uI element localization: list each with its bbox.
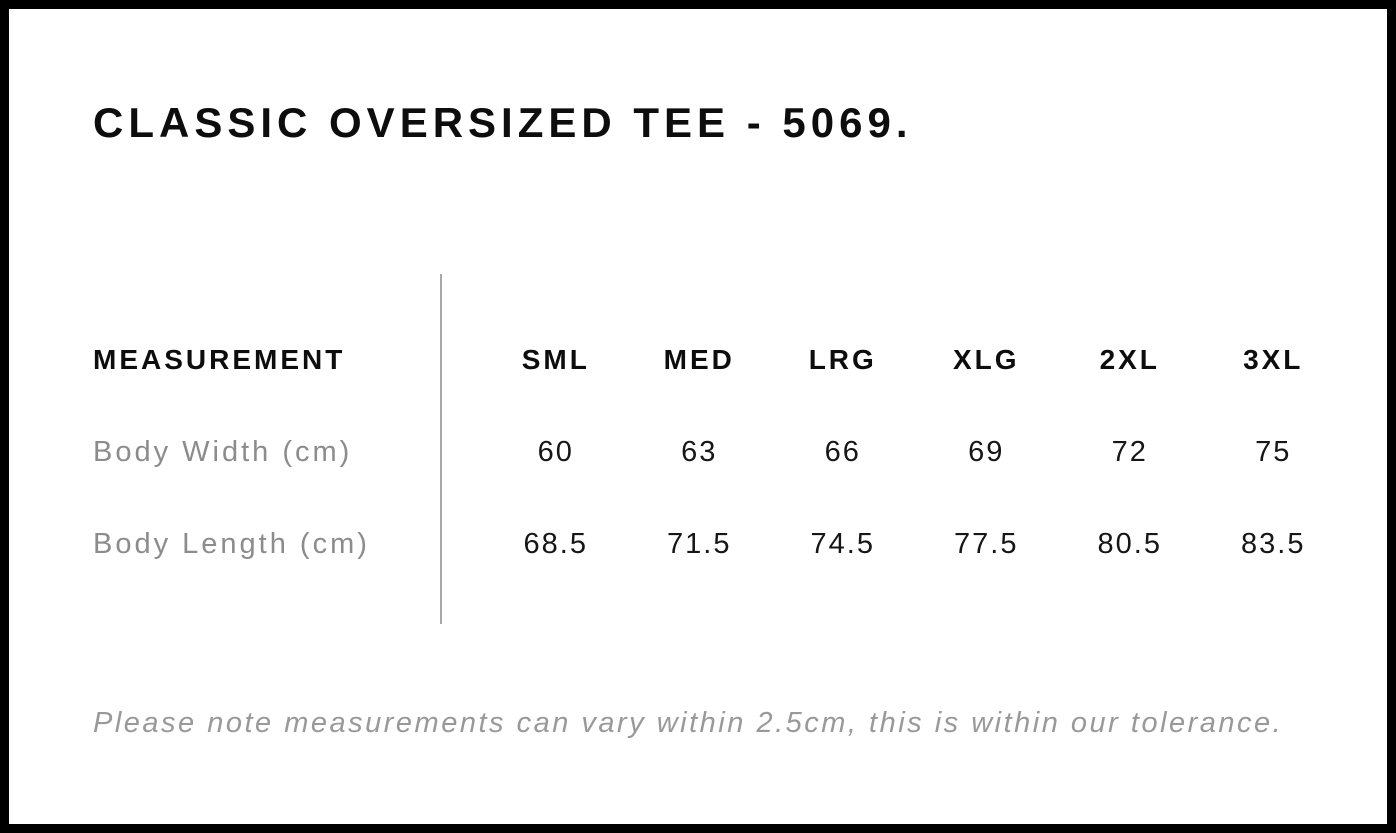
- column-header-med: MED: [663, 344, 735, 375]
- row-label-body-length: Body Length (cm): [93, 527, 370, 560]
- table-header-row: MEASUREMENT SML MED LRG XLG 2XL 3XL: [93, 314, 1345, 406]
- table-row-body-length: Body Length (cm) 68.5 71.5 74.5 77.5 80.…: [93, 498, 1345, 590]
- body-width-xlg-value: 69: [968, 435, 1005, 468]
- row-values-body-length: 68.5 71.5 74.5 77.5 80.5 83.5: [440, 528, 1345, 561]
- column-header-xlg: XLG: [952, 344, 1020, 375]
- body-width-sml-value: 60: [537, 435, 574, 468]
- body-width-med-value: 63: [681, 435, 718, 468]
- body-width-3xl-value: 75: [1255, 435, 1292, 468]
- body-length-med-value: 71.5: [667, 527, 732, 560]
- table-row-body-width: Body Width (cm) 60 63 66 69 72 75: [93, 406, 1345, 498]
- column-header-lrg: LRG: [808, 344, 877, 375]
- tolerance-note: Please note measurements can vary within…: [93, 707, 1284, 739]
- vertical-divider: [440, 274, 442, 624]
- body-length-sml-value: 68.5: [523, 527, 588, 560]
- column-header-sml: SML: [521, 344, 590, 375]
- column-header-measurement: MEASUREMENT: [93, 344, 346, 375]
- size-chart-table: MEASUREMENT SML MED LRG XLG 2XL 3XL Body…: [93, 274, 1345, 624]
- row-values-body-width: 60 63 66 69 72 75: [440, 436, 1345, 469]
- body-width-2xl-value: 72: [1111, 435, 1148, 468]
- size-header-cells: SML MED LRG XLG 2XL 3XL: [440, 344, 1345, 376]
- body-length-xlg-value: 77.5: [954, 527, 1019, 560]
- row-label-body-width: Body Width (cm): [93, 435, 353, 468]
- body-length-lrg-value: 74.5: [810, 527, 875, 560]
- body-width-lrg-value: 66: [824, 435, 861, 468]
- body-length-3xl-value: 83.5: [1241, 527, 1306, 560]
- page-content: CLASSIC OVERSIZED TEE - 5069. MEASUREMEN…: [9, 99, 1387, 824]
- column-header-2xl: 2XL: [1099, 344, 1160, 375]
- column-header-3xl: 3XL: [1243, 344, 1304, 375]
- body-length-2xl-value: 80.5: [1097, 527, 1162, 560]
- page-title: CLASSIC OVERSIZED TEE - 5069.: [93, 99, 913, 146]
